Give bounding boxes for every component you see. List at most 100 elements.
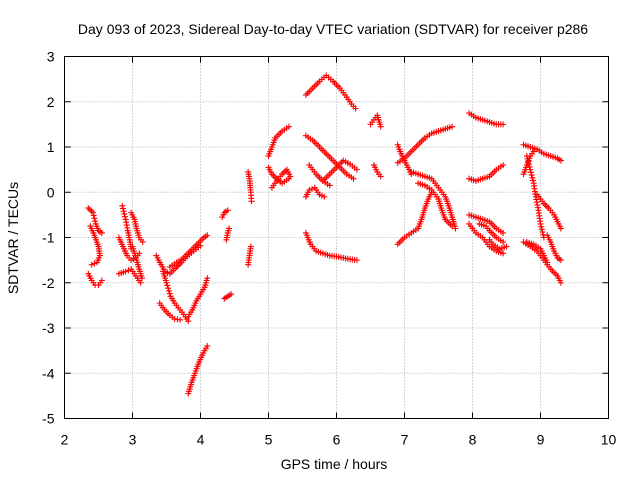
data-point	[125, 267, 132, 274]
y-tick-label: -5	[42, 411, 55, 427]
x-tick-label: 5	[265, 432, 273, 448]
data-point	[557, 157, 564, 164]
data-point	[91, 215, 98, 222]
data-point	[500, 229, 507, 236]
data-point	[352, 105, 359, 112]
data-point	[94, 259, 101, 266]
y-tick-label: 0	[47, 184, 55, 200]
data-point	[500, 250, 507, 257]
data-point	[226, 225, 233, 232]
data-point	[306, 186, 313, 193]
x-axis-label: GPS time / hours	[281, 456, 388, 472]
data-point	[248, 198, 255, 205]
data-point	[353, 257, 360, 264]
data-point	[528, 172, 535, 179]
data-point	[139, 239, 146, 246]
data-point	[353, 166, 360, 173]
x-tick-label: 8	[469, 432, 477, 448]
data-points	[85, 72, 564, 397]
data-point	[163, 279, 170, 286]
data-point	[321, 193, 328, 200]
data-point	[526, 163, 533, 170]
data-point	[524, 155, 531, 162]
axis-ticks: 2 3 4 5 6 7 8 9 10 -5 -4 -3 -2 -1 0 1 2 3	[42, 49, 616, 448]
data-point	[91, 260, 98, 267]
data-point	[197, 242, 204, 249]
data-point	[557, 225, 564, 232]
data-point	[287, 173, 294, 180]
data-point	[166, 290, 173, 297]
data-point	[139, 275, 146, 282]
chart-title: Day 093 of 2023, Sidereal Day-to-day VTE…	[78, 21, 588, 37]
data-point	[449, 223, 456, 230]
data-point	[500, 121, 507, 128]
data-point	[377, 173, 384, 180]
data-point	[204, 275, 211, 282]
y-tick-label: -4	[42, 365, 55, 381]
data-point	[88, 261, 95, 268]
data-point	[165, 287, 172, 294]
data-point	[120, 208, 127, 215]
data-point	[137, 279, 144, 286]
data-point	[525, 161, 532, 168]
data-point	[537, 220, 544, 227]
data-point	[500, 239, 507, 246]
data-point	[90, 212, 97, 219]
data-point	[350, 175, 357, 182]
data-point	[228, 291, 235, 298]
plot-frame	[64, 56, 609, 419]
data-point	[377, 123, 384, 130]
x-tick-label: 9	[537, 432, 545, 448]
data-point	[557, 257, 564, 264]
x-tick-label: 6	[333, 432, 341, 448]
data-point	[538, 226, 545, 233]
data-point	[122, 268, 129, 275]
data-point	[247, 243, 254, 250]
data-point	[309, 185, 316, 192]
data-point	[539, 229, 546, 236]
grid	[64, 56, 609, 419]
data-point	[529, 174, 536, 181]
data-point	[530, 148, 537, 155]
x-tick-label: 10	[601, 432, 617, 448]
data-point	[119, 202, 126, 209]
data-point	[523, 153, 530, 160]
y-tick-label: 3	[47, 49, 55, 65]
y-tick-label: -2	[42, 275, 55, 291]
data-point	[204, 232, 211, 239]
y-tick-label: 1	[47, 139, 55, 155]
data-point	[119, 205, 126, 212]
data-point	[98, 277, 105, 284]
data-point	[164, 282, 171, 289]
data-point	[530, 177, 537, 184]
data-point	[204, 343, 211, 350]
data-point	[544, 259, 551, 266]
x-tick-label: 3	[129, 432, 137, 448]
data-point	[527, 169, 534, 176]
y-tick-label: 2	[47, 94, 55, 110]
x-tick-label: 7	[401, 432, 409, 448]
data-point	[449, 123, 456, 130]
data-point	[92, 218, 99, 225]
data-point	[122, 213, 129, 220]
x-tick-label: 2	[61, 432, 69, 448]
data-point	[285, 123, 292, 130]
data-point	[527, 166, 534, 173]
y-tick-label: -3	[42, 320, 55, 336]
data-point	[98, 229, 105, 236]
y-tick-label: -1	[42, 230, 55, 246]
x-tick-label: 4	[197, 432, 205, 448]
data-point	[224, 207, 231, 214]
y-axis-label: SDTVAR / TECUs	[5, 182, 21, 294]
data-point	[121, 210, 128, 217]
data-point	[165, 285, 172, 292]
data-point	[452, 225, 459, 232]
data-point	[538, 223, 545, 230]
data-point	[177, 316, 184, 323]
data-point	[557, 279, 564, 286]
data-point	[90, 209, 97, 216]
data-point	[525, 158, 532, 165]
data-point	[326, 182, 333, 189]
data-point	[500, 162, 507, 169]
